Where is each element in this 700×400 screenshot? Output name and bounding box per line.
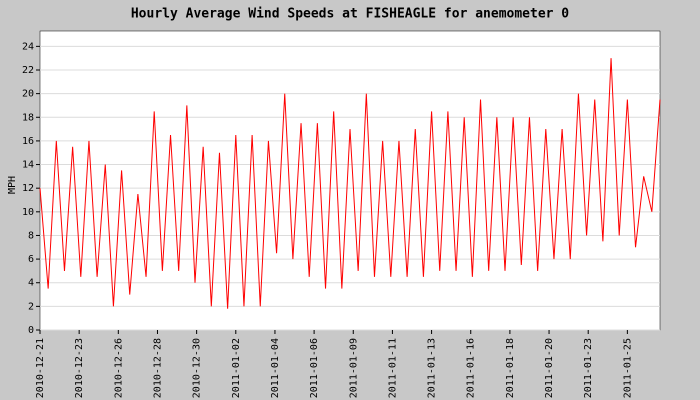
x-tick-label: 2011-01-11 [387, 338, 398, 398]
y-tick-label: 24 [22, 41, 34, 52]
data-line [39, 58, 661, 309]
x-tick-label: 2011-01-25 [622, 338, 633, 398]
y-tick-label: 8 [28, 230, 34, 241]
x-tick-label: 2010-12-21 [35, 338, 46, 398]
x-tick-label: 2011-01-23 [583, 338, 594, 398]
y-tick-label: 0 [28, 325, 34, 336]
y-tick-label: 10 [22, 207, 34, 218]
y-tick-label: 22 [22, 65, 34, 76]
x-tick-label: 2010-12-23 [74, 338, 85, 398]
plot-area [39, 30, 661, 331]
x-tick-label: 2011-01-20 [544, 338, 555, 398]
x-tick-label: 2011-01-06 [309, 338, 320, 398]
y-tick-label: 20 [22, 89, 34, 100]
y-tick-label: 18 [22, 112, 34, 123]
y-tick-label: 14 [22, 160, 34, 171]
x-tick-label: 2011-01-02 [231, 338, 242, 398]
x-tick-label: 2011-01-13 [427, 338, 438, 398]
y-tick-label: 16 [22, 136, 34, 147]
x-tick-label: 2011-01-18 [505, 338, 516, 398]
y-tick-label: 2 [28, 301, 34, 312]
x-tick-label: 2011-01-04 [270, 338, 281, 398]
y-tick-label: 12 [22, 183, 34, 194]
y-tick-label: 4 [28, 278, 34, 289]
chart-title: Hourly Average Wind Speeds at FISHEAGLE … [131, 7, 569, 22]
x-tick-label: 2010-12-30 [192, 338, 203, 398]
y-tick-label: 6 [28, 254, 34, 265]
x-tick-label: 2010-12-28 [152, 338, 163, 398]
x-tick-label: 2010-12-26 [113, 338, 124, 398]
y-axis-label: MPH [7, 176, 18, 194]
x-tick-label: 2011-01-16 [466, 338, 477, 398]
x-tick-label: 2011-01-09 [348, 338, 359, 398]
